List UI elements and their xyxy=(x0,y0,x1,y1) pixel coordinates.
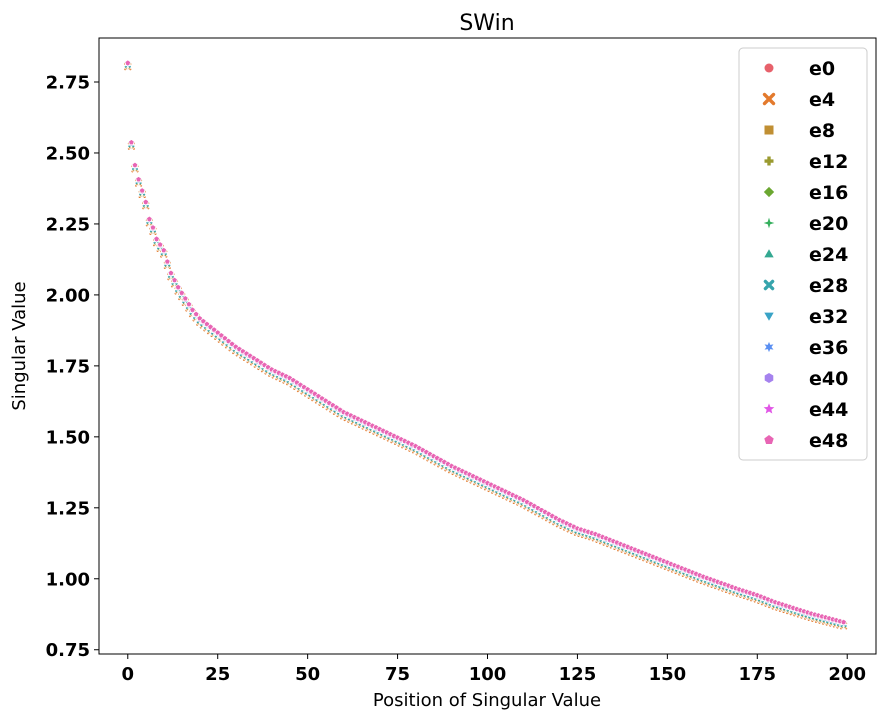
legend-item-e4: e4 xyxy=(762,89,835,111)
data-point-e48 xyxy=(153,235,160,242)
triangle-up-marker xyxy=(764,249,774,258)
y-tick-label: 1.00 xyxy=(46,569,90,590)
y-tick-label: 1.75 xyxy=(46,356,90,377)
x-tick-label: 125 xyxy=(559,664,597,685)
data-point-e48 xyxy=(221,335,228,341)
data-point-e48 xyxy=(189,306,196,313)
data-point-e48 xyxy=(171,276,178,283)
x-axis-label: Position of Singular Value xyxy=(373,690,601,711)
y-tick-label: 0.75 xyxy=(46,640,90,661)
legend-item-e40: e40 xyxy=(764,368,848,390)
y-tick-label: 2.75 xyxy=(46,73,90,94)
data-point-e48 xyxy=(182,295,189,302)
y-tick-label: 1.50 xyxy=(46,427,90,448)
x-tick-label: 50 xyxy=(295,664,320,685)
data-point-e48 xyxy=(175,283,182,290)
data-points xyxy=(123,59,848,630)
square-marker xyxy=(764,125,774,135)
legend-item-e32: e32 xyxy=(764,306,848,328)
diamond-marker xyxy=(763,186,775,198)
data-point-e48 xyxy=(211,326,218,333)
x-tick-label: 150 xyxy=(649,664,687,685)
x-tick-label: 25 xyxy=(205,664,230,685)
star5-marker xyxy=(763,403,775,414)
triangle-down-marker xyxy=(764,312,774,321)
legend-label: e0 xyxy=(809,58,835,80)
data-point-e48 xyxy=(139,187,146,194)
y-tick-label: 1.25 xyxy=(46,498,90,519)
legend: e0 e4 e8 e12 e16 e20 e24 e28 e32 e36 e40 e44 e48 xyxy=(738,47,868,461)
data-point-e48 xyxy=(164,258,171,265)
data-point-e48 xyxy=(135,176,142,182)
data-point-e48 xyxy=(142,198,149,205)
legend-label: e32 xyxy=(809,306,848,328)
y-tick-label: 2.25 xyxy=(46,214,90,235)
data-point-e48 xyxy=(128,139,135,146)
legend-item-e48: e48 xyxy=(764,430,848,452)
chart-title: SWin xyxy=(459,11,514,36)
legend-label: e40 xyxy=(809,368,848,390)
pentagon-marker xyxy=(764,435,774,444)
y-axis-label: Singular Value xyxy=(9,281,30,410)
legend-label: e8 xyxy=(809,120,835,142)
legend-item-e12: e12 xyxy=(764,151,848,173)
x-tick-label: 75 xyxy=(385,664,410,685)
star-marker xyxy=(763,217,775,229)
x-axis-ticks: 0 25 50 75 100 125 150 175 200 xyxy=(122,654,866,685)
data-point-e48 xyxy=(207,323,214,330)
legend-label: e16 xyxy=(809,182,848,204)
data-point-e48 xyxy=(229,340,236,347)
x-tick-label: 0 xyxy=(122,664,135,685)
legend-item-e20: e20 xyxy=(763,213,848,235)
legend-label: e28 xyxy=(809,275,848,297)
x-tick-label: 200 xyxy=(828,664,866,685)
legend-item-e8: e8 xyxy=(764,120,835,142)
data-point-e48 xyxy=(196,315,203,322)
legend-item-e44: e44 xyxy=(763,399,848,421)
data-point-e48 xyxy=(124,59,131,66)
y-tick-label: 2.00 xyxy=(46,285,90,306)
legend-item-e0: e0 xyxy=(764,58,835,80)
x-marker xyxy=(762,92,776,106)
data-point-e48 xyxy=(214,329,221,336)
legend-label: e4 xyxy=(809,89,835,111)
data-point-e48 xyxy=(840,618,847,625)
legend-item-e24: e24 xyxy=(764,244,848,266)
data-point-e48 xyxy=(167,269,175,276)
asterisk-marker xyxy=(764,341,774,353)
data-point-e48 xyxy=(185,300,193,307)
legend-item-e36: e36 xyxy=(764,337,848,359)
data-point-e48 xyxy=(157,241,164,248)
plus-marker xyxy=(764,156,774,166)
data-point-e48 xyxy=(193,310,200,317)
legend-label: e20 xyxy=(809,213,848,235)
data-point-e48 xyxy=(225,337,232,344)
legend-item-e16: e16 xyxy=(763,182,848,204)
x-small-marker xyxy=(763,279,775,291)
circle-marker xyxy=(764,63,774,73)
hexagon-marker xyxy=(764,373,774,383)
legend-label: e44 xyxy=(809,399,848,421)
legend-label: e36 xyxy=(809,337,848,359)
legend-label: e12 xyxy=(809,151,848,173)
data-point-e48 xyxy=(149,224,157,231)
legend-box xyxy=(738,47,868,461)
x-tick-label: 175 xyxy=(739,664,777,685)
legend-label: e24 xyxy=(809,244,848,266)
data-point-e48 xyxy=(218,332,225,339)
data-point-e48 xyxy=(203,320,210,327)
y-axis-ticks: 0.75 1.00 1.25 1.50 1.75 2.00 2.25 2.50 2.75 xyxy=(46,73,99,661)
data-point-e48 xyxy=(160,247,167,253)
data-point-e48 xyxy=(146,215,153,222)
data-point-e48 xyxy=(178,289,185,296)
x-tick-label: 100 xyxy=(469,664,507,685)
data-point-e48 xyxy=(131,161,139,168)
legend-item-e28: e28 xyxy=(763,275,848,297)
legend-label: e48 xyxy=(809,430,848,452)
data-point-e48 xyxy=(200,318,207,324)
y-tick-label: 2.50 xyxy=(46,143,90,164)
